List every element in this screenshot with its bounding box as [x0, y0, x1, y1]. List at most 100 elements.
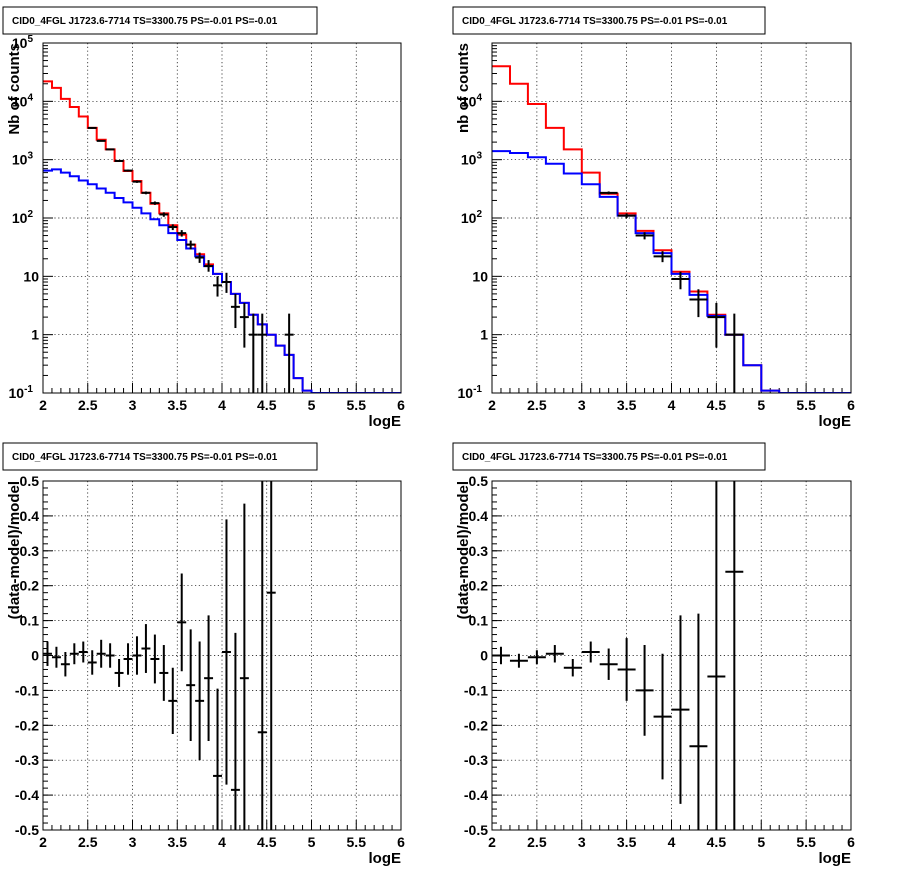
chart-panel-4: CID0_4FGL J1723.6-7714 TS=3300.75 PS=-0.… — [452, 442, 855, 867]
y-tick-label: -0.5 — [464, 822, 488, 838]
x-tick-label: 6 — [397, 397, 405, 413]
data-point — [222, 519, 231, 785]
data-point — [671, 271, 690, 290]
series-line-2 — [492, 150, 851, 393]
data-point — [87, 650, 97, 675]
data-point — [96, 139, 106, 142]
data-point — [78, 641, 88, 663]
y-tick-label: 0.4 — [469, 508, 489, 524]
data-point — [141, 624, 151, 673]
y-tick-label: -0.3 — [464, 752, 488, 768]
data-point — [177, 573, 187, 672]
y-axis-label: nb of counts — [455, 43, 472, 133]
x-tick-label: 4.5 — [707, 834, 727, 850]
x-tick-label: 5.5 — [796, 834, 816, 850]
x-tick-label: 3 — [578, 834, 586, 850]
y-tick-label: -0.4 — [464, 787, 488, 803]
grid-lines — [492, 481, 851, 830]
x-tick-label: 3.5 — [168, 834, 188, 850]
title-box — [452, 442, 766, 471]
panel-title: CID0_4FGL J1723.6-7714 TS=3300.75 PS=-0.… — [462, 452, 728, 463]
data-point — [230, 632, 240, 830]
data-point — [617, 213, 636, 218]
chart-panel-1: CID0_4FGL J1723.6-7714 TS=3300.75 PS=-0.… — [2, 6, 405, 430]
x-tick-label: 6 — [397, 834, 405, 850]
y-tick-label: 0.3 — [469, 543, 489, 559]
y-tick-label: 10 — [472, 268, 488, 284]
x-tick-label: 5 — [757, 397, 765, 413]
axis-ticks — [491, 480, 852, 831]
y-tick-label: 0.1 — [469, 613, 489, 629]
y-tick-label: 10 — [23, 268, 39, 284]
data-point — [186, 240, 196, 250]
data-point — [266, 481, 276, 830]
y-tick-label: 0.5 — [469, 473, 489, 489]
data-point — [69, 643, 79, 665]
x-axis-label: logE — [819, 850, 852, 867]
y-tick-label: -0.2 — [464, 717, 488, 733]
axis-ticks — [42, 42, 402, 394]
x-tick-label: 4 — [668, 834, 676, 850]
y-tick-label: -0.5 — [15, 822, 39, 838]
grid-lines — [492, 43, 851, 393]
grid-lines — [43, 481, 401, 830]
y-tick-label: 105 — [12, 34, 34, 51]
x-tick-label: 2 — [39, 397, 47, 413]
x-tick-label: 3.5 — [617, 397, 637, 413]
x-axis-label: logE — [819, 413, 852, 430]
series-line-2 — [43, 168, 401, 393]
y-tick-label: 103 — [12, 151, 34, 168]
data-point — [671, 615, 690, 804]
plot-frame — [491, 480, 852, 831]
data-point — [96, 639, 106, 668]
x-tick-label: 4 — [218, 834, 226, 850]
data-point — [545, 645, 564, 663]
y-tick-label: 0.5 — [20, 473, 40, 489]
y-tick-label: 0.3 — [20, 543, 40, 559]
x-tick-label: 5.5 — [347, 834, 367, 850]
data-point — [159, 645, 169, 701]
data-point — [492, 646, 510, 665]
data-point — [51, 646, 61, 668]
plot-frame — [42, 480, 402, 831]
y-axis-label: (data-model)/model — [6, 481, 23, 619]
y-tick-label: -0.4 — [15, 787, 39, 803]
data-point — [123, 643, 133, 675]
data-point — [132, 636, 142, 675]
x-tick-label: 2.5 — [78, 397, 98, 413]
data-point — [204, 260, 214, 272]
data-point — [150, 201, 160, 205]
data-point — [599, 191, 618, 195]
x-tick-label: 4.5 — [257, 834, 277, 850]
y-axis-label: Nb of counts — [6, 43, 23, 135]
x-tick-label: 5 — [308, 397, 316, 413]
y-tick-label: 10-1 — [458, 384, 483, 401]
x-tick-label: 6 — [847, 397, 855, 413]
data-point — [653, 653, 672, 780]
x-tick-label: 2 — [39, 834, 47, 850]
x-tick-label: 2.5 — [78, 834, 98, 850]
x-tick-label: 6 — [847, 834, 855, 850]
x-tick-label: 3.5 — [617, 834, 637, 850]
title-box — [2, 442, 318, 471]
y-tick-label: 0.4 — [20, 508, 40, 524]
title-box — [2, 6, 318, 35]
panel-title: CID0_4FGL J1723.6-7714 TS=3300.75 PS=-0.… — [12, 16, 278, 27]
y-tick-label: -0.1 — [464, 682, 488, 698]
plot-frame — [491, 42, 852, 394]
y-tick-label: -0.1 — [15, 682, 39, 698]
data-point — [87, 126, 97, 129]
data-point — [257, 481, 267, 830]
plot-data — [43, 80, 401, 393]
y-tick-label: 104 — [461, 92, 483, 109]
data-point — [581, 641, 600, 663]
panel-title: CID0_4FGL J1723.6-7714 TS=3300.75 PS=-0.… — [12, 452, 278, 463]
panel-title: CID0_4FGL J1723.6-7714 TS=3300.75 PS=-0.… — [462, 16, 728, 27]
y-tick-label: 104 — [12, 92, 34, 109]
data-point — [230, 293, 240, 329]
data-point — [195, 641, 205, 761]
data-point — [177, 230, 187, 237]
data-point — [105, 148, 115, 151]
data-point — [725, 313, 744, 393]
